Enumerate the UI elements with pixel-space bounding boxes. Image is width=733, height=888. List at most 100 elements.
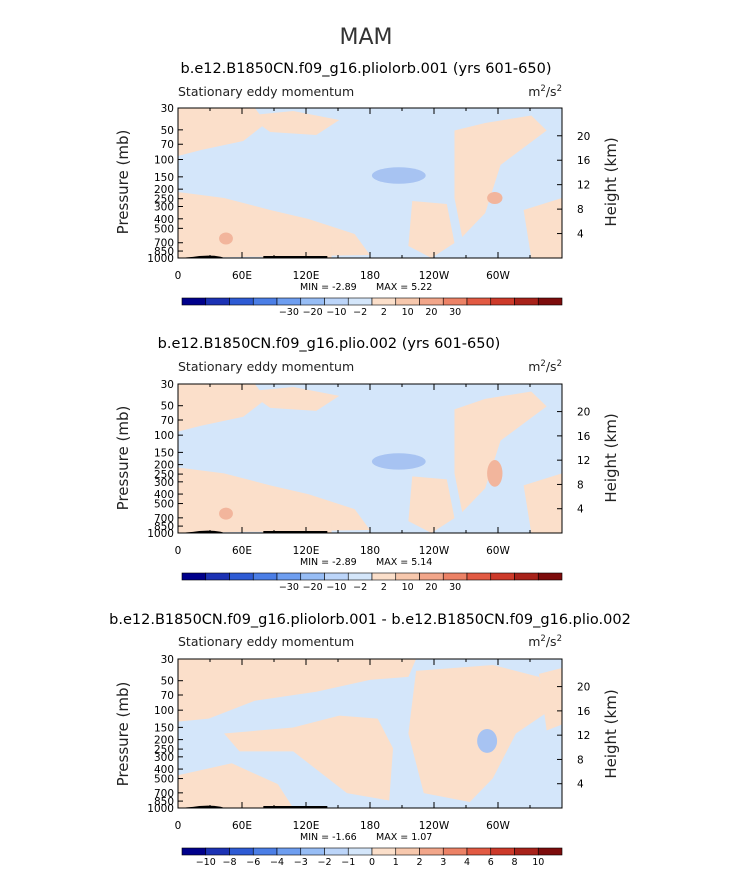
colorbar-label: 3 [440,857,446,868]
height-tick-label: 20 [577,131,590,143]
colorbar-box [490,847,515,856]
lon-tick-label: 0 [175,820,182,832]
colorbar-box [300,847,325,856]
colorbar-label: 2 [381,307,387,318]
positive-core [487,459,503,487]
colorbar-box [229,297,254,306]
colorbar: −10 −8 −6 −4 −3 −2 −1 0 1 2 3 4 6 8 10 [181,847,563,868]
colorbar-label: 10 [402,307,414,318]
colorbar-label: −8 [222,857,236,868]
positive-region [224,715,394,801]
colorbar-box [252,572,278,581]
pressure-tick-label: 850 [154,796,174,808]
colorbar-box [537,572,563,581]
y-axis-label: Pressure (mb) [114,406,132,511]
height-tick-label: 20 [577,407,590,419]
pressure-tick-label: 500 [154,774,174,786]
colorbar-label: 10 [402,582,414,593]
lon-tick-label: 120W [419,270,450,282]
height-tick-label: 20 [577,682,590,694]
colorbar-label: 30 [449,582,461,593]
y-axis-label: Pressure (mb) [114,682,132,787]
colorbar-box [490,297,515,306]
terrain-africa [178,255,225,258]
colorbar-box [514,297,539,306]
max-value: MAX = 5.14 [376,557,432,568]
height-tick-label: 16 [577,706,591,718]
pressure-tick-label: 50 [161,676,174,688]
panel-title: b.e12.B1850CN.f09_g16.pliolorb.001 (yrs … [181,61,552,77]
colorbar-box [347,847,373,856]
colorbar-label: 4 [464,857,470,868]
pressure-tick-label: 200 [154,735,174,747]
colorbar-label: 0 [369,857,375,868]
pressure-tick-label: 250 [154,744,174,756]
pressure-tick-label: 200 [154,184,174,196]
lon-tick-label: 60W [486,270,510,282]
units-label: m2/s2 [528,359,562,374]
contour-field [178,108,562,258]
colorbar-box [395,847,420,856]
positive-core [219,232,233,245]
contour-field [178,384,562,533]
positive-region [408,201,455,258]
lon-tick-label: 120W [419,820,450,832]
colorbar-box [490,572,515,581]
panel-difference: b.e12.B1850CN.f09_g16.pliolorb.001 - b.e… [109,612,631,868]
terrain-mask [178,530,328,533]
colorbar-box [537,297,563,306]
colorbar-label: −2 [317,857,331,868]
colorbar-box [347,572,373,581]
lon-tick-label: 60E [232,820,252,832]
pressure-tick-label: 30 [161,379,174,391]
pressure-tick-label: 30 [161,654,174,666]
positive-region [247,111,340,135]
y-axis-label: Pressure (mb) [114,130,132,235]
pressure-tick-label: 70 [161,139,174,151]
pressure-tick-label: 70 [161,690,174,702]
colorbar-box [181,572,207,581]
colorbar-label: 20 [425,582,437,593]
height-tick-label: 8 [577,479,584,491]
pressure-tick-label: 100 [154,155,174,167]
colorbar-box [205,572,230,581]
positive-region [523,473,562,533]
colorbar-box [276,847,302,856]
lon-tick-label: 60E [232,270,252,282]
colorbar-label: 1 [393,857,399,868]
lon-tick-label: 180 [360,545,380,557]
panel-subtitle: Stationary eddy momentum [178,359,354,374]
positive-region [262,518,332,533]
lon-tick-label: 120E [293,545,320,557]
negative-core [371,453,426,470]
pressure-tick-label: 1000 [147,253,174,265]
terrain-africa [178,805,225,808]
pressure-tick-label: 1000 [147,803,174,815]
max-value: MAX = 5.22 [376,282,432,293]
colorbar-label: 2 [416,857,422,868]
lon-tick-label: 120E [293,270,320,282]
colorbar-label: 2 [381,582,387,593]
pressure-tick-label: 850 [154,521,174,533]
colorbar-box [514,847,539,856]
lon-tick-label: 180 [360,820,380,832]
colorbar-label: −10 [326,582,346,593]
colorbar-box [371,847,397,856]
colorbar-box [371,297,397,306]
colorbar-label: −30 [279,307,299,318]
colorbar-label: −10 [326,307,346,318]
lon-tick-label: 120E [293,820,320,832]
height-tick-label: 4 [577,504,584,516]
colorbar-label: 30 [449,307,461,318]
positive-region [178,659,417,722]
pressure-tick-label: 200 [154,460,174,472]
positive-region [208,240,240,252]
positive-region [178,384,267,432]
positive-region [523,198,562,258]
units-label: m2/s2 [528,634,562,649]
colorbar-box [347,297,373,306]
lon-tick-label: 60W [486,545,510,557]
